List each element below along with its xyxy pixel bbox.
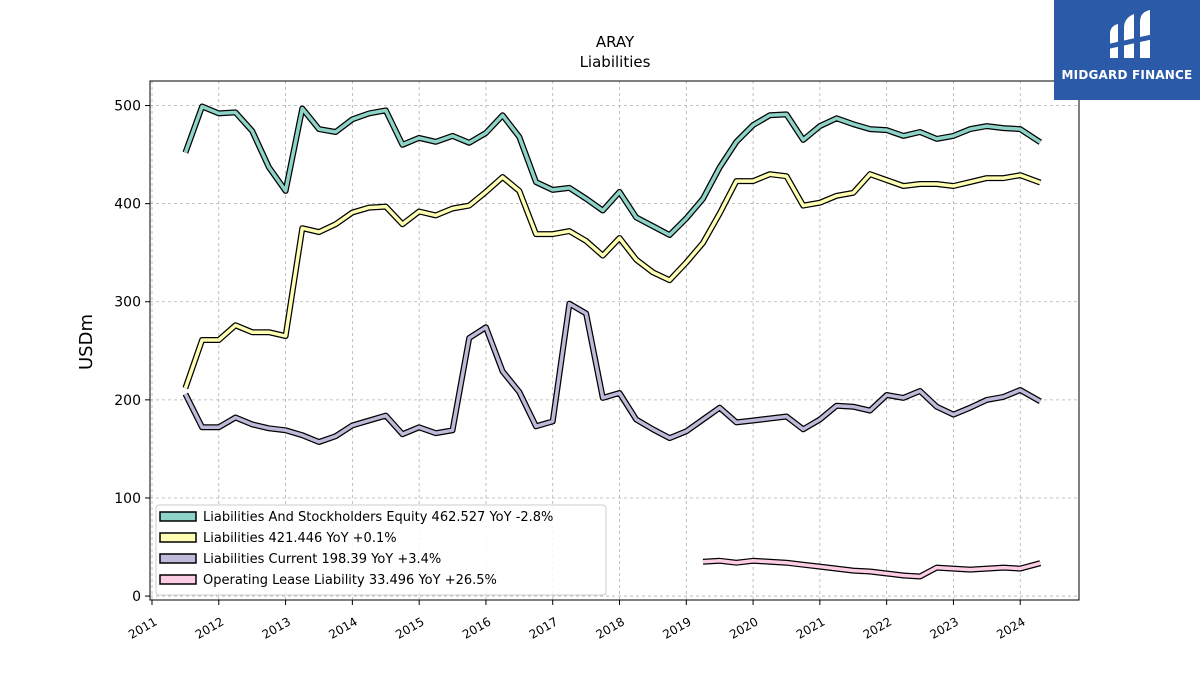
x-tick-label: 2020	[727, 614, 760, 641]
x-tick-label: 2012	[193, 614, 226, 641]
legend-entry: Liabilities Current 198.39 YoY +3.4%	[203, 552, 441, 567]
y-tick-label: 100	[114, 491, 141, 507]
series-liabilities-current	[182, 300, 1042, 445]
legend-box	[155, 504, 607, 596]
legend-swatch	[159, 553, 197, 564]
x-tick-label: 2014	[326, 614, 359, 641]
x-tick-label: 2017	[527, 614, 560, 641]
legend-entry: Operating Lease Liability 33.496 YoY +26…	[203, 573, 497, 588]
legend-swatch	[159, 511, 197, 522]
logo-mark-icon	[1108, 10, 1154, 58]
series-liabilities	[182, 171, 1042, 390]
x-tick-label: 2016	[460, 614, 493, 641]
y-tick-label: 200	[114, 393, 141, 409]
x-tick-label: 2021	[794, 614, 827, 641]
x-tick-label: 2022	[861, 614, 894, 641]
legend-swatch	[159, 532, 197, 543]
x-tick-label: 2023	[927, 614, 960, 641]
y-tick-label: 0	[132, 589, 141, 605]
plot-frame	[149, 80, 1080, 601]
series-outline	[182, 300, 1042, 445]
logo-brand-text: MIDGARD FINANCE	[1061, 68, 1193, 82]
x-tick-label: 2024	[994, 614, 1027, 641]
y-axis-label: USDm	[76, 314, 97, 370]
series-lines	[182, 103, 1042, 580]
series-operating-lease-liability	[702, 557, 1042, 580]
x-tick-label: 2013	[260, 614, 293, 641]
series-line	[183, 301, 1042, 444]
legend-entry: Liabilities And Stockholders Equity 462.…	[203, 510, 553, 525]
y-tick-label: 500	[114, 99, 141, 115]
grid-lines	[150, 81, 1079, 600]
x-tick-label: 2011	[126, 614, 159, 641]
y-tick-label: 400	[114, 197, 141, 213]
legend: Liabilities And Stockholders Equity 462.…	[155, 504, 607, 596]
series-line	[183, 104, 1042, 237]
series-outline	[182, 171, 1042, 390]
series-liabilities-and-stockholders-equity	[182, 103, 1042, 238]
chart-subtitle: Liabilities	[580, 53, 651, 71]
series-line	[702, 559, 1041, 579]
chart-title: ARAY	[596, 33, 635, 51]
x-tick-label: 2019	[660, 614, 693, 641]
x-tick-label: 2018	[594, 614, 627, 641]
x-tick-label: 2015	[393, 614, 426, 641]
series-outline	[182, 103, 1042, 238]
y-tick-label: 300	[114, 295, 141, 311]
legend-entry: Liabilities 421.446 YoY +0.1%	[203, 531, 397, 546]
series-line	[183, 172, 1041, 389]
brand-logo: MIDGARD FINANCE	[1054, 0, 1200, 100]
legend-swatch	[159, 574, 197, 585]
